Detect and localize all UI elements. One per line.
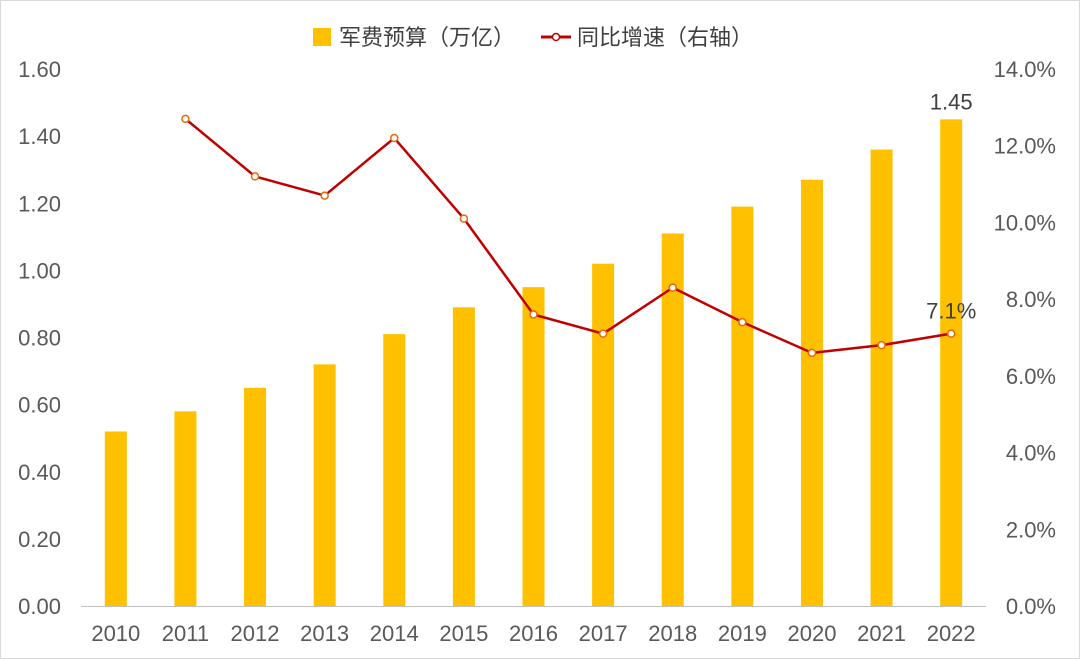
x-tick-label: 2012 [231, 621, 280, 646]
x-tick-label: 2016 [509, 621, 558, 646]
left-tick-label: 0.60 [18, 393, 61, 418]
x-tick-label: 2010 [91, 621, 140, 646]
bar [383, 334, 406, 606]
x-tick-label: 2011 [162, 621, 209, 646]
growth-line [184, 117, 952, 355]
bar [940, 119, 963, 606]
left-tick-label: 0.40 [18, 460, 61, 485]
line-point [459, 214, 469, 223]
bar [661, 233, 684, 607]
left-tick-label: 0.00 [18, 594, 61, 619]
line-point [877, 340, 886, 350]
legend-line-marker [551, 32, 561, 42]
line-point [320, 191, 329, 200]
legend-label-line: 同比增速（右轴） [577, 25, 753, 50]
right-tick-label: 0.0% [1006, 594, 1056, 619]
x-tick-label: 2022 [927, 621, 976, 646]
line-point [738, 317, 747, 327]
x-tick-label: 2020 [787, 621, 836, 646]
bar [592, 263, 615, 606]
bar [313, 364, 336, 606]
bar [522, 287, 545, 606]
bar [104, 431, 127, 606]
line-series [181, 114, 956, 358]
left-tick-label: 0.80 [18, 326, 61, 351]
right-axis-ticks: 0.0% 2.0% 4.0% 6.0% 8.0% 10.0% 12.0% 14.0% [994, 57, 1056, 619]
right-tick-label: 6.0% [1006, 364, 1056, 389]
bar [800, 179, 823, 606]
line-point [598, 329, 608, 338]
right-tick-label: 10.0% [994, 210, 1056, 235]
bar-data-label: 1.45 [930, 89, 973, 114]
line-point [668, 283, 677, 292]
legend-swatch-bar [313, 28, 331, 46]
line-data-label: 7.1% [926, 299, 976, 324]
x-tick-label: 2019 [718, 621, 767, 646]
line-point [807, 348, 817, 358]
right-tick-label: 4.0% [1006, 441, 1056, 466]
right-tick-label: 12.0% [994, 134, 1056, 159]
x-tick-label: 2014 [370, 621, 419, 646]
line-point [390, 133, 399, 143]
line-point [946, 329, 956, 338]
x-tick-label: 2021 [857, 621, 906, 646]
left-tick-label: 0.20 [18, 527, 61, 552]
bar-series [104, 119, 963, 607]
right-tick-label: 8.0% [1006, 287, 1056, 312]
x-tick-label: 2013 [300, 621, 349, 646]
legend-label-bar: 军费预算（万亿） [339, 25, 515, 50]
bar [244, 387, 267, 606]
bar [174, 411, 197, 606]
right-tick-label: 2.0% [1006, 517, 1056, 542]
x-tick-label: 2017 [579, 621, 628, 646]
legend: 军费预算（万亿） 同比增速（右轴） [313, 25, 753, 50]
left-tick-label: 1.40 [18, 124, 61, 149]
left-tick-label: 1.20 [18, 191, 61, 216]
right-tick-label: 14.0% [994, 57, 1056, 82]
data-labels: 1.45 7.1% [926, 89, 976, 323]
bar [870, 149, 893, 607]
left-tick-label: 1.00 [18, 258, 61, 283]
line-point [529, 310, 538, 319]
left-tick-label: 1.60 [18, 57, 61, 82]
line-point [181, 114, 190, 124]
x-tick-label: 2018 [648, 621, 697, 646]
bar [731, 206, 754, 606]
bar [452, 307, 475, 606]
left-axis-ticks: 0.00 0.20 0.40 0.60 0.80 1.00 1.20 1.40 1.60 [18, 57, 61, 619]
x-tick-label: 2015 [439, 621, 488, 646]
line-point [250, 172, 260, 181]
x-axis-ticks: 2010 2011 2012 2013 2014 2015 2016 2017 2018 2019… [91, 621, 975, 646]
